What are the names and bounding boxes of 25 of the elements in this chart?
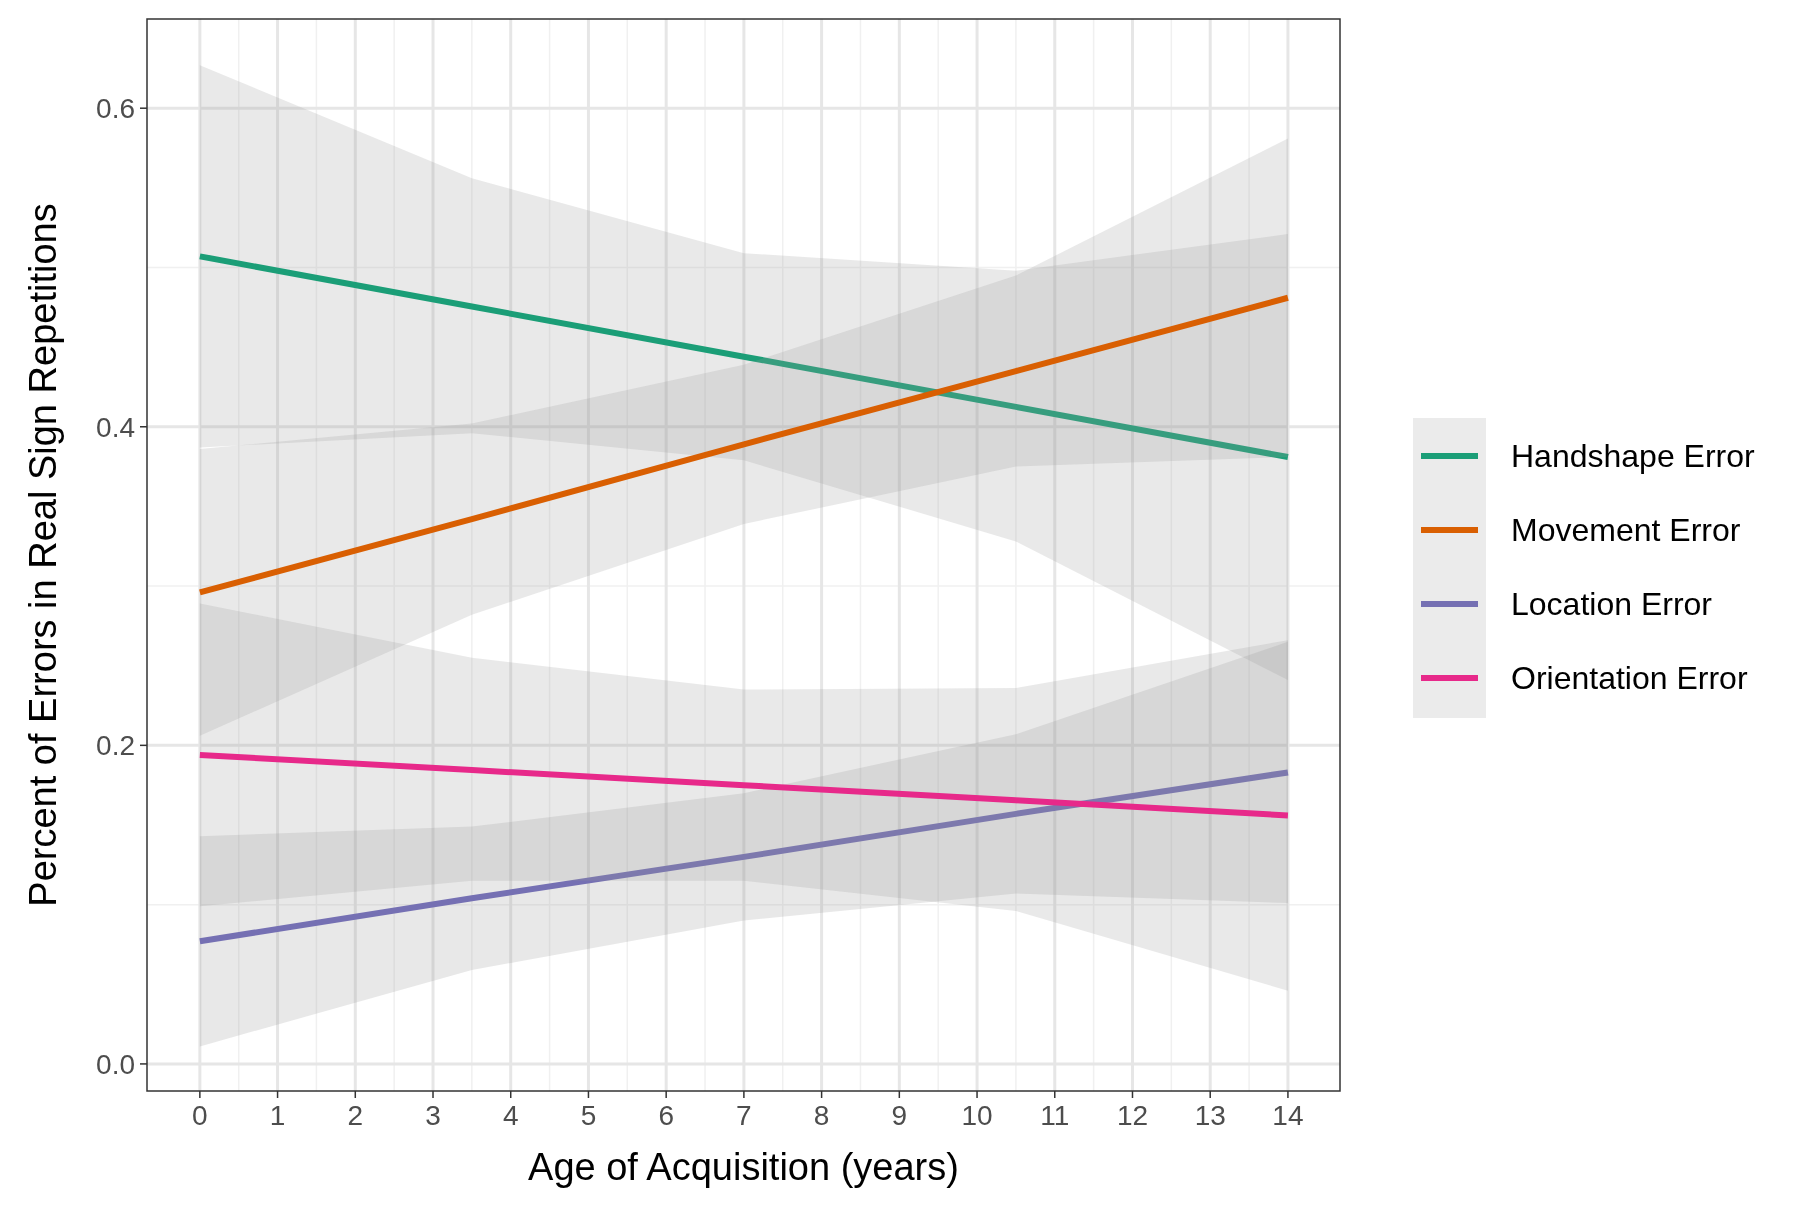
x-axis-title: Age of Acquisition (years): [528, 1146, 959, 1188]
x-tick-label: 0: [192, 1100, 208, 1131]
x-tick-label: 12: [1116, 1100, 1149, 1131]
legend-label: Handshape Error: [1511, 438, 1756, 475]
legend-label: Movement Error: [1511, 512, 1741, 549]
x-tick-label: 2: [347, 1100, 364, 1131]
x-tick-label: 13: [1194, 1100, 1226, 1131]
y-axis-title: Percent of Errors in Real Sign Repetitions: [22, 203, 64, 907]
y-tick-label: 0.0: [96, 1048, 135, 1080]
legend-label: Location Error: [1511, 586, 1713, 623]
x-tick-label: 1: [269, 1100, 286, 1131]
x-tick-label: 14: [1272, 1100, 1304, 1131]
legend-label: Orientation Error: [1511, 660, 1748, 697]
x-tick-label: 7: [736, 1100, 752, 1131]
x-tick-label: 9: [891, 1100, 908, 1131]
y-tick-label: 0.6: [96, 93, 135, 124]
x-tick-label: 8: [813, 1100, 830, 1131]
x-tick-label: 4: [502, 1100, 519, 1131]
x-tick-label: 10: [961, 1100, 993, 1131]
y-tick-label: 0.4: [96, 411, 135, 443]
x-tick-label: 11: [1040, 1100, 1070, 1131]
x-tick-label: 3: [425, 1100, 441, 1131]
y-tick-label: 0.2: [96, 730, 135, 762]
x-tick-label: 5: [580, 1100, 597, 1131]
x-tick-label: 6: [658, 1100, 674, 1131]
